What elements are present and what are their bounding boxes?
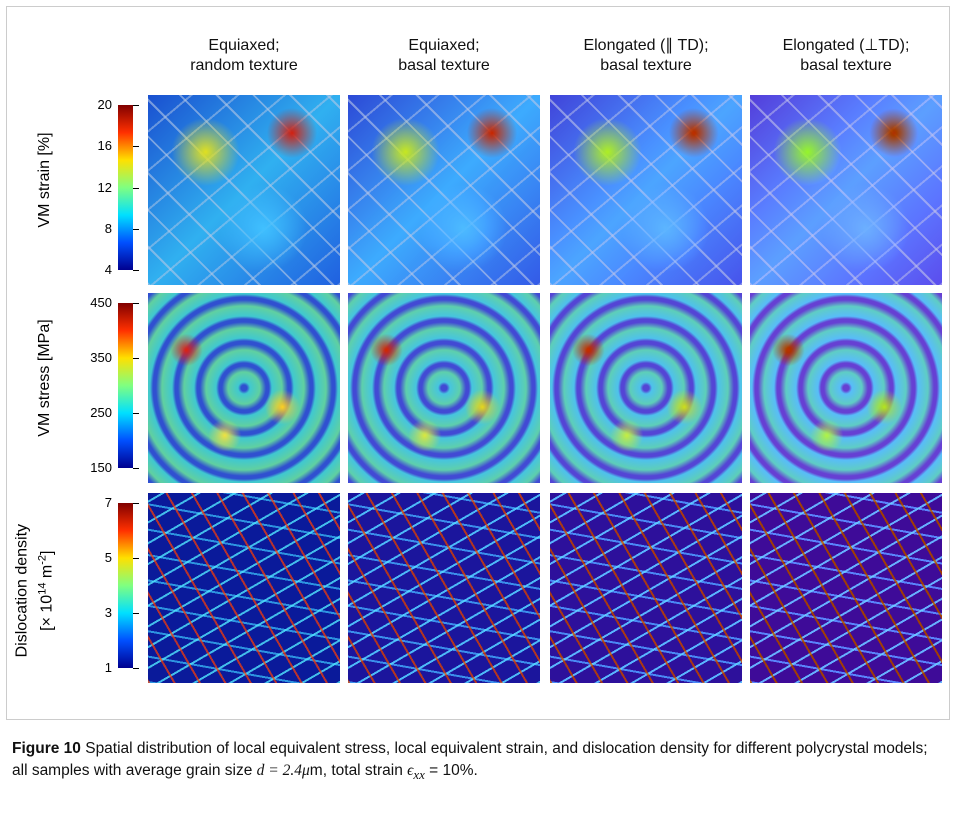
colorbar-tick-label: 5 <box>104 550 112 565</box>
colorbar-tick <box>133 270 139 271</box>
colorbar-tick <box>133 613 139 614</box>
colorbar-tick <box>133 468 139 469</box>
row-label-text: m <box>38 564 56 583</box>
row-label-line: VM strain [%] <box>36 132 53 228</box>
colorbar-tick <box>133 146 139 148</box>
colorbar-tick-label: 1 <box>104 660 112 675</box>
caption-text: , total strain <box>322 762 408 779</box>
row-label-text: ] <box>38 550 56 555</box>
colorbar-tick <box>133 358 139 359</box>
row-label-text: [× 10 <box>38 594 56 631</box>
caption-text: = 10%. <box>424 762 478 779</box>
row-label-line: VM stress [MPa] <box>36 319 53 437</box>
colorbar-tick <box>133 558 139 559</box>
field-image <box>348 493 540 683</box>
field-image <box>148 293 340 483</box>
column-title: Elongated (∥ TD); basal texture <box>546 36 746 76</box>
colorbar-tick-label: 16 <box>97 138 112 154</box>
colorbar-tick-label: 4 <box>104 262 112 277</box>
colorbar-tick <box>133 187 139 189</box>
row-label-line: Dislocation density <box>13 523 31 658</box>
row-label-sup: -2 <box>36 554 49 565</box>
column-title-line: random texture <box>190 57 298 74</box>
colorbar-tick <box>133 105 139 106</box>
colorbar <box>118 105 133 270</box>
column-title-line: Elongated (⊥TD); <box>782 37 910 54</box>
column-title: Equiaxed; random texture <box>144 36 344 76</box>
row-label: VM stress [MPa] <box>35 278 55 478</box>
colorbar-tick-label: 350 <box>90 350 112 365</box>
figure-frame <box>6 6 950 720</box>
colorbar-tick-label: 20 <box>97 97 112 112</box>
colorbar-tick <box>133 413 139 414</box>
row-label-line: [× 1014 m-2] <box>32 491 57 691</box>
column-title-line: Elongated (∥ TD); <box>583 37 709 54</box>
field-image <box>750 493 942 683</box>
caption-text: Spatial distribution of local equivalent… <box>12 740 928 779</box>
colorbar-tick-label: 3 <box>104 605 112 620</box>
colorbar <box>118 303 133 468</box>
field-image <box>750 95 942 285</box>
colorbar <box>118 503 133 668</box>
colorbar-tick-label: 12 <box>97 179 112 195</box>
field-image <box>148 493 340 683</box>
column-title-line: Equiaxed; <box>408 37 480 54</box>
caption-label: Figure 10 <box>12 740 81 757</box>
colorbar-tick-label: 250 <box>90 405 112 420</box>
row-label-sup: 14 <box>36 582 49 595</box>
colorbar-tick-label: 7 <box>104 495 112 510</box>
column-title: Equiaxed; basal texture <box>344 36 544 76</box>
field-image <box>148 95 340 285</box>
colorbar-tick <box>133 503 139 504</box>
column-title-line: basal texture <box>800 57 892 74</box>
caption: Figure 10 Spatial distribution of local … <box>12 738 947 786</box>
caption-math: d = 2.4μ <box>256 762 310 779</box>
row-label: Dislocation density [× 1014 m-2] <box>12 491 57 691</box>
field-image <box>348 293 540 483</box>
field-image <box>750 293 942 483</box>
colorbar-tick-label: 8 <box>104 220 112 236</box>
caption-math: ϵ <box>407 762 414 779</box>
colorbar-tick <box>133 228 139 230</box>
column-title-line: Equiaxed; <box>208 37 280 54</box>
caption-unit: m <box>309 762 323 779</box>
column-title: Elongated (⊥TD); basal texture <box>746 36 946 76</box>
colorbar-tick <box>133 668 139 669</box>
caption-subscript: xx <box>413 767 425 783</box>
field-image <box>348 95 540 285</box>
field-image <box>550 293 742 483</box>
field-image <box>550 95 742 285</box>
row-label: VM strain [%] <box>35 80 55 280</box>
colorbar-tick-label: 450 <box>90 295 112 310</box>
colorbar-tick-label: 150 <box>90 460 112 475</box>
column-title-line: basal texture <box>600 57 692 74</box>
column-title-line: basal texture <box>398 57 490 74</box>
colorbar-tick <box>133 303 139 304</box>
field-image <box>550 493 742 683</box>
